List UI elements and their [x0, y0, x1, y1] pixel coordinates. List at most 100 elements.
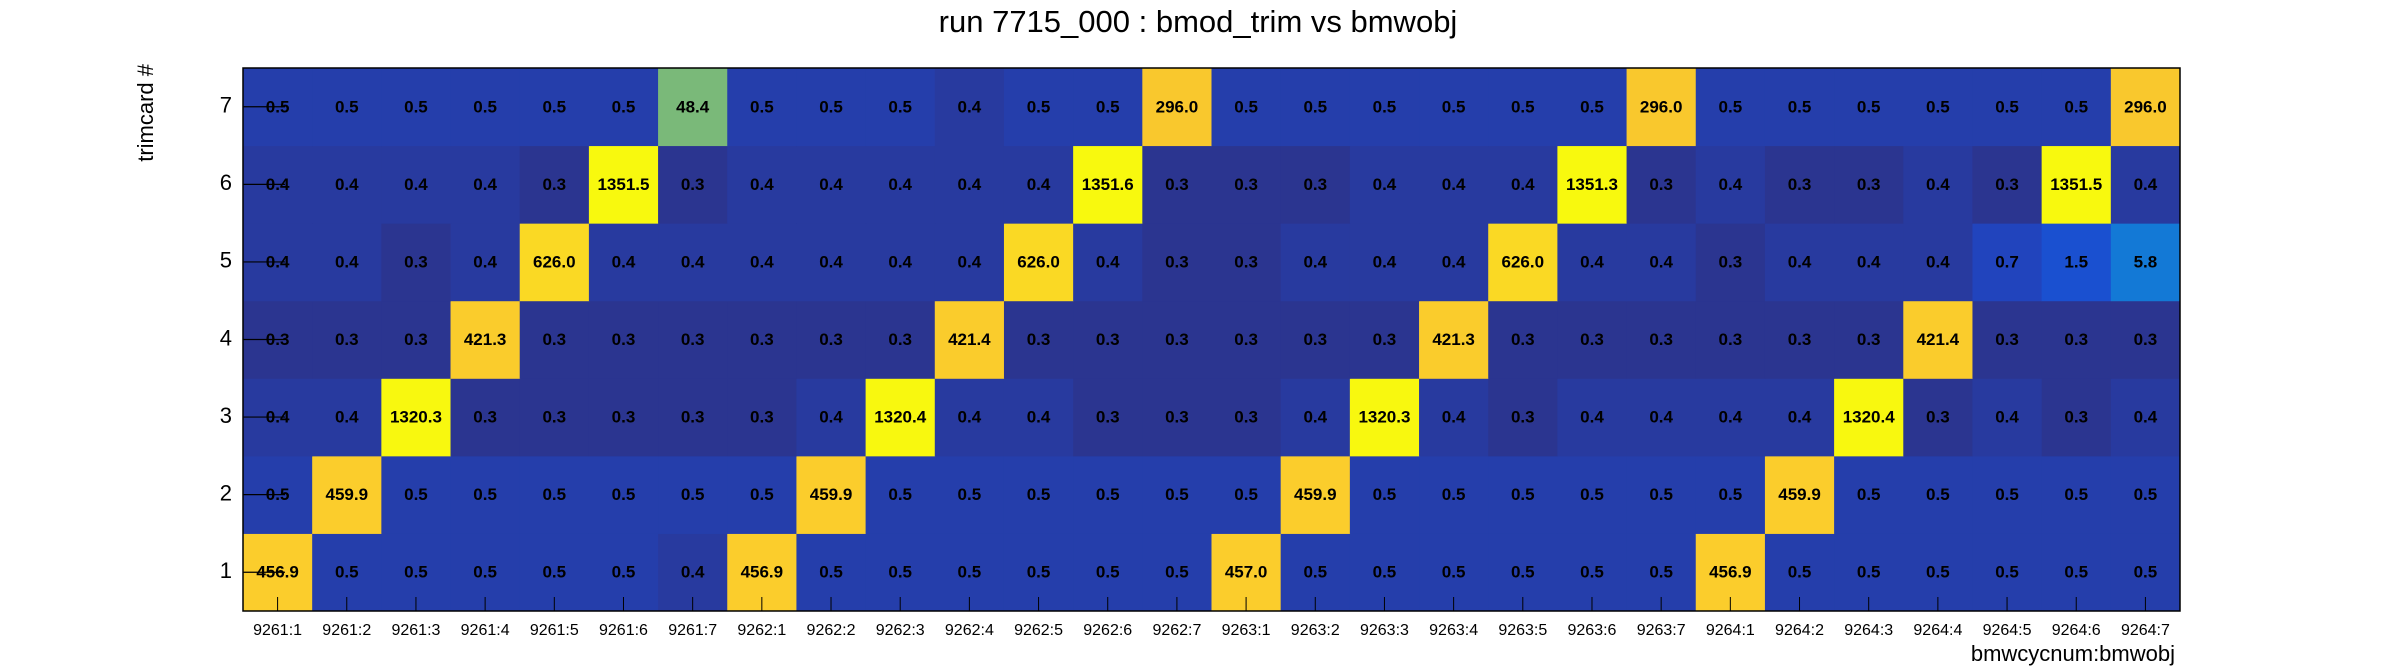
heat-cell — [934, 455, 1005, 534]
heat-cell — [1903, 378, 1973, 457]
cell-label: 0.3 — [2134, 330, 2158, 349]
heat-cell — [519, 300, 590, 379]
heat-cell — [1280, 68, 1351, 147]
heat-cell — [1211, 68, 1282, 147]
cell-label: 0.5 — [750, 97, 774, 116]
cell-label: 0.5 — [1580, 563, 1604, 582]
heat-cell — [865, 145, 936, 224]
cell-label: 0.3 — [1719, 330, 1743, 349]
cell-label: 0.3 — [542, 408, 566, 427]
heat-cell — [1972, 455, 2043, 534]
cell-label: 0.3 — [1857, 330, 1881, 349]
heat-cell — [2110, 223, 2181, 302]
cell-label: 0.5 — [612, 563, 636, 582]
cell-label: 0.4 — [1649, 408, 1673, 427]
heat-cell — [1280, 300, 1351, 379]
cell-label: 421.3 — [464, 330, 507, 349]
heat-cell — [865, 300, 936, 379]
x-tick-label: 9262:2 — [807, 622, 856, 639]
heat-cell — [1349, 455, 1420, 534]
x-tick-label: 9263:5 — [1498, 622, 1547, 639]
heat-cell — [1211, 223, 1282, 302]
cell-label: 0.4 — [819, 408, 843, 427]
cell-label: 0.3 — [404, 252, 428, 271]
heat-cell — [1349, 68, 1420, 147]
heat-cell — [796, 223, 867, 302]
heat-cell — [658, 145, 728, 224]
x-axis-label: bmwcycnum:bmwobj — [1971, 641, 2175, 666]
cell-label: 0.5 — [1649, 485, 1673, 504]
heat-cell — [1972, 145, 2043, 224]
cell-label: 421.3 — [1432, 330, 1475, 349]
cell-label: 0.4 — [1649, 252, 1673, 271]
heat-cell — [1834, 455, 1904, 534]
cell-label: 0.5 — [1511, 563, 1535, 582]
heat-cell — [1142, 68, 1212, 147]
heat-cell — [1003, 300, 1074, 379]
cell-label: 0.3 — [1995, 330, 2019, 349]
heat-cell — [934, 378, 1005, 457]
cell-label: 0.3 — [335, 330, 359, 349]
cell-label: 0.3 — [1788, 330, 1812, 349]
cell-label: 0.5 — [1234, 485, 1258, 504]
cell-label: 0.5 — [888, 563, 912, 582]
cell-label: 0.5 — [1234, 97, 1258, 116]
cell-label: 0.5 — [1857, 97, 1881, 116]
heat-cell — [658, 378, 728, 457]
cell-label: 0.5 — [335, 563, 359, 582]
cell-label: 0.5 — [1788, 563, 1812, 582]
cell-label: 0.4 — [335, 252, 359, 271]
heat-cell — [1557, 145, 1628, 224]
heat-cell — [934, 223, 1005, 302]
heat-cell — [1211, 300, 1282, 379]
cell-label: 0.4 — [1096, 252, 1120, 271]
cell-label: 0.5 — [1995, 485, 2019, 504]
y-tick-label: 6 — [220, 170, 232, 195]
cell-label: 0.4 — [1027, 408, 1051, 427]
cell-label: 0.5 — [404, 563, 428, 582]
cell-label: 1.5 — [2064, 252, 2088, 271]
heat-cell — [1626, 68, 1697, 147]
cell-label: 0.4 — [1719, 175, 1743, 194]
cell-label: 0.4 — [819, 175, 843, 194]
cell-label: 0.5 — [1995, 97, 2019, 116]
cell-label: 0.4 — [1995, 408, 2019, 427]
heat-cell — [2041, 455, 2112, 534]
cell-label: 0.5 — [1788, 97, 1812, 116]
cell-label: 0.3 — [681, 175, 705, 194]
heat-cell — [1764, 300, 1835, 379]
heat-cell — [1834, 300, 1904, 379]
cell-label: 0.5 — [2064, 97, 2088, 116]
heat-cell — [450, 300, 521, 379]
cell-label: 0.5 — [1442, 563, 1466, 582]
heat-cell — [2041, 378, 2112, 457]
heat-cell — [1903, 300, 1973, 379]
cell-label: 0.3 — [888, 330, 912, 349]
cell-label: 626.0 — [533, 252, 576, 271]
heat-cell — [1695, 145, 1766, 224]
heat-cell — [1488, 378, 1558, 457]
heat-cell — [1764, 223, 1835, 302]
cell-label: 48.4 — [676, 97, 710, 116]
x-tick-label: 9264:7 — [2121, 622, 2170, 639]
cell-labels: 456.9 0.5 0.5 0.5 0.5 0.5 0.4 456.9 0.5 0.5 0.5 0.5… — [256, 97, 2166, 581]
cell-label: 0.4 — [1788, 252, 1812, 271]
heat-cell — [381, 300, 452, 379]
chart-title: run 7715_000 : bmod_trim vs bmwobj — [939, 4, 1458, 39]
heat-cell — [796, 455, 867, 534]
cell-label: 0.3 — [1857, 175, 1881, 194]
heat-cell — [934, 300, 1005, 379]
heat-cell — [1003, 455, 1074, 534]
heat-cell — [588, 455, 659, 534]
heat-cell — [588, 145, 659, 224]
heat-cell — [1557, 300, 1628, 379]
x-tick-label: 9263:6 — [1568, 622, 1617, 639]
cell-label: 296.0 — [2124, 97, 2167, 116]
cell-label: 0.5 — [335, 97, 359, 116]
heat-cell — [865, 455, 936, 534]
x-tick-label: 9261:5 — [530, 622, 579, 639]
cell-label: 0.3 — [1303, 330, 1327, 349]
cell-label: 459.9 — [1294, 485, 1337, 504]
y-tick-label: 2 — [220, 480, 232, 505]
heat-cell — [450, 378, 521, 457]
